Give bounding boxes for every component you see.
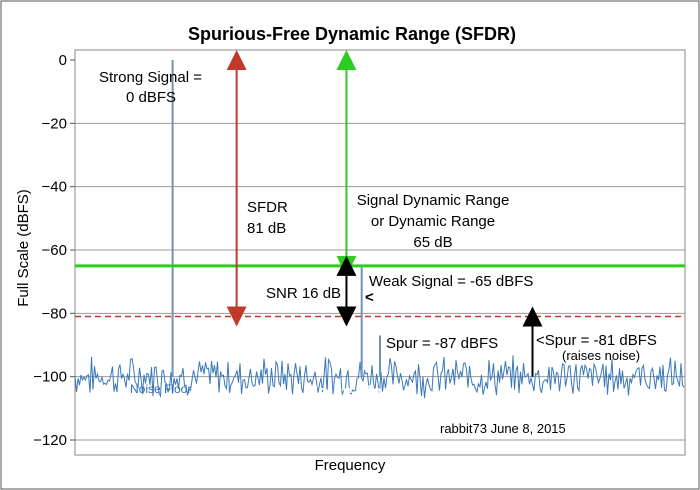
weak-signal-pointer: < bbox=[365, 289, 374, 306]
sdr-label-line3: 65 dB bbox=[413, 234, 452, 251]
sdr-label-line1: Signal Dynamic Range bbox=[357, 192, 510, 209]
y-tick-label-2: −40 bbox=[42, 179, 67, 196]
strong-signal-label-line2: 0 dBFS bbox=[126, 89, 176, 106]
spur-81-label: <Spur = -81 dBFS bbox=[536, 332, 657, 349]
y-tick-label-6: −120 bbox=[33, 432, 67, 449]
noise-floor-small-label: Noise Floor bbox=[130, 382, 191, 396]
sfdr-label-line2: 81 dB bbox=[247, 220, 286, 237]
y-tick-label-1: −20 bbox=[42, 115, 67, 132]
y-tick-label-4: −80 bbox=[42, 305, 67, 322]
x-axis-label: Frequency bbox=[315, 457, 386, 474]
y-tick-label-0: 0 bbox=[59, 52, 67, 69]
noise-floor-trace bbox=[74, 355, 685, 399]
weak-signal-label: Weak Signal = -65 dBFS bbox=[369, 273, 533, 290]
sfdr-label-line1: SFDR bbox=[247, 199, 288, 216]
credit-label: rabbit73 June 8, 2015 bbox=[440, 421, 566, 436]
raises-noise-label: (raises noise) bbox=[562, 348, 640, 363]
chart-title: Spurious-Free Dynamic Range (SFDR) bbox=[188, 24, 516, 44]
noise-floor-label: Noise Floor bbox=[306, 382, 400, 401]
y-tick-label-5: −100 bbox=[33, 369, 67, 386]
y-tick-labels: 0 −20 −40 −60 −80 −100 −120 bbox=[33, 52, 67, 449]
sdr-label-line2: or Dynamic Range bbox=[371, 213, 495, 230]
strong-signal-label-line1: Strong Signal = bbox=[99, 69, 202, 86]
y-tick-label-3: −60 bbox=[42, 242, 67, 259]
snr-label: SNR 16 dB bbox=[266, 285, 341, 302]
signal-peaks bbox=[171, 60, 381, 377]
reference-lines bbox=[75, 264, 685, 318]
y-axis-label: Full Scale (dBFS) bbox=[15, 189, 32, 307]
measurement-arrows bbox=[226, 50, 543, 377]
grid bbox=[70, 59, 685, 441]
spur-87-label: Spur = -87 dBFS bbox=[386, 335, 498, 352]
